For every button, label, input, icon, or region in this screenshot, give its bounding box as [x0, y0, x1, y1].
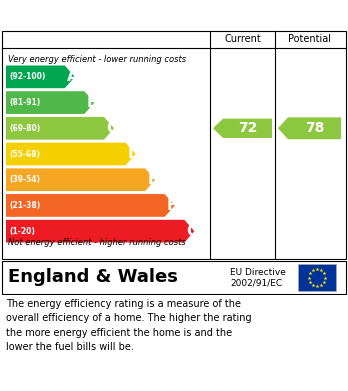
Text: Current: Current	[224, 34, 261, 44]
Text: F: F	[167, 198, 177, 213]
Text: G: G	[187, 224, 199, 239]
Text: (1-20): (1-20)	[9, 227, 35, 236]
Text: (81-91): (81-91)	[9, 98, 40, 107]
Polygon shape	[6, 91, 94, 114]
Text: C: C	[106, 121, 117, 136]
Text: Very energy efficient - lower running costs: Very energy efficient - lower running co…	[8, 55, 186, 64]
Text: England & Wales: England & Wales	[8, 269, 178, 287]
Text: (39-54): (39-54)	[9, 175, 40, 184]
Polygon shape	[6, 66, 75, 88]
Text: A: A	[67, 69, 79, 84]
Text: EU Directive
2002/91/EC: EU Directive 2002/91/EC	[230, 268, 286, 287]
Text: (92-100): (92-100)	[9, 72, 45, 81]
Polygon shape	[6, 169, 155, 191]
Text: E: E	[147, 172, 158, 187]
Text: Potential: Potential	[288, 34, 331, 44]
Text: (69-80): (69-80)	[9, 124, 40, 133]
Polygon shape	[6, 220, 195, 242]
Polygon shape	[6, 117, 114, 140]
Polygon shape	[278, 117, 341, 139]
Polygon shape	[6, 194, 175, 217]
Text: 72: 72	[238, 121, 257, 135]
Polygon shape	[213, 118, 272, 138]
Text: (55-68): (55-68)	[9, 149, 40, 158]
Text: Not energy efficient - higher running costs: Not energy efficient - higher running co…	[8, 238, 186, 247]
Text: B: B	[86, 95, 98, 110]
Text: The energy efficiency rating is a measure of the
overall efficiency of a home. T: The energy efficiency rating is a measur…	[6, 299, 252, 352]
Bar	[298, 264, 336, 291]
Text: Energy Efficiency Rating: Energy Efficiency Rating	[10, 7, 220, 23]
Polygon shape	[6, 143, 136, 165]
Text: 78: 78	[305, 121, 324, 135]
Text: D: D	[128, 147, 140, 161]
Text: (21-38): (21-38)	[9, 201, 40, 210]
